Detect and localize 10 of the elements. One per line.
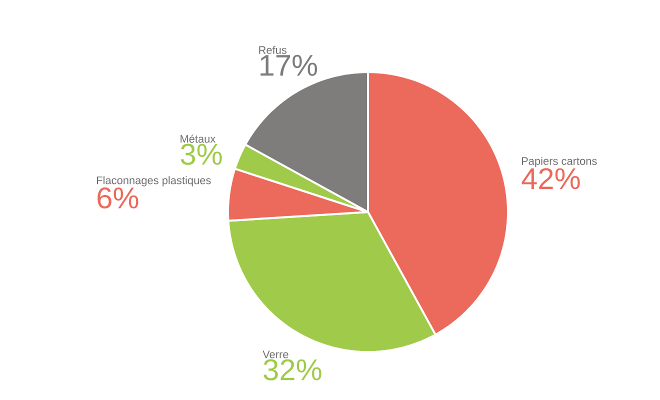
- slice-label: Métaux: [180, 134, 216, 143]
- slice-label: Flaconnages plastiques: [97, 176, 211, 186]
- data-label: 32%: [264, 359, 322, 380]
- slice-label: Papiers cartons: [522, 156, 597, 168]
- slice-label: Refus: [259, 46, 286, 54]
- data-label: 6%: [98, 187, 138, 209]
- slice-label: Verre: [262, 350, 288, 358]
- data-label: 42%: [522, 168, 580, 190]
- data-label: 3%: [180, 144, 222, 165]
- data-label: 17%: [260, 54, 318, 76]
